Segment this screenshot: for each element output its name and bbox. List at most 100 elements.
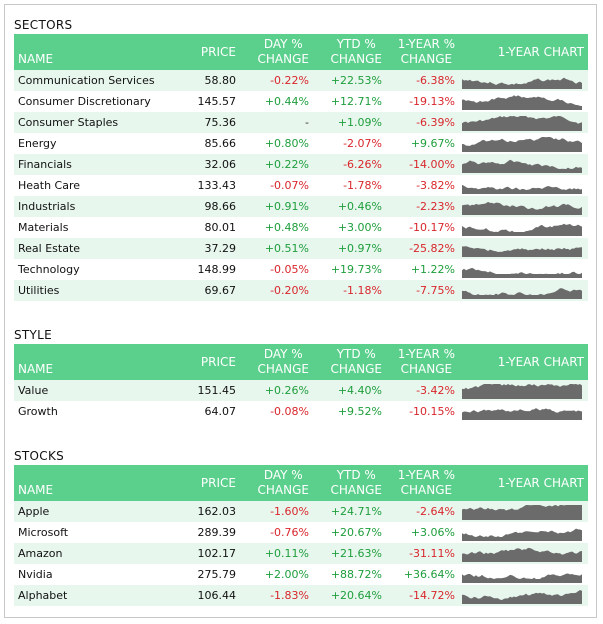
col-name: NAME — [18, 52, 54, 66]
col-ytd: YTD % CHANGE — [330, 347, 382, 376]
row-day-change: +0.11% — [264, 547, 309, 560]
table-row[interactable]: Consumer Discretionary 145.57 +0.44% +12.71… — [14, 91, 588, 112]
sparkline-chart — [462, 240, 584, 257]
row-name[interactable]: Nvidia — [18, 568, 53, 581]
row-ytd-change: +88.72% — [330, 568, 382, 581]
row-ytd-change: +19.73% — [330, 263, 382, 276]
sparkline-chart — [462, 382, 584, 399]
col-price: PRICE — [200, 476, 236, 490]
col-day: DAY % CHANGE — [257, 347, 309, 376]
row-name[interactable]: Heath Care — [18, 179, 81, 192]
sparkline-chart — [462, 198, 584, 215]
sparkline-chart — [462, 93, 584, 110]
row-name[interactable]: Real Estate — [18, 242, 81, 255]
row-1yr-change: -10.17% — [409, 221, 455, 234]
row-price: 148.99 — [197, 263, 237, 276]
table-row[interactable]: Materials 80.01 +0.48% +3.00% -10.17% — [14, 217, 588, 238]
col-day: DAY % CHANGE — [257, 37, 309, 66]
row-ytd-change: -2.07% — [343, 137, 382, 150]
row-ytd-change: -1.78% — [343, 179, 382, 192]
row-day-change: - — [305, 116, 309, 129]
row-day-change: -0.20% — [270, 284, 309, 297]
sparkline-chart — [462, 524, 584, 541]
row-1yr-change: -2.64% — [416, 505, 455, 518]
table-row[interactable]: Real Estate 37.29 +0.51% +0.97% -25.82% — [14, 238, 588, 259]
row-day-change: +0.91% — [264, 200, 309, 213]
row-1yr-change: -31.11% — [409, 547, 455, 560]
row-1yr-change: -7.75% — [416, 284, 455, 297]
row-name[interactable]: Amazon — [18, 547, 63, 560]
col-1yr: 1-YEAR % CHANGE — [397, 468, 455, 497]
table-row[interactable]: Apple 162.03 -1.60% +24.71% -2.64% — [14, 501, 588, 522]
row-1yr-change: -3.82% — [416, 179, 455, 192]
sparkline-chart — [462, 135, 584, 152]
table-row[interactable]: Alphabet 106.44 -1.83% +20.64% -14.72% — [14, 585, 588, 606]
row-price: 37.29 — [204, 242, 237, 255]
row-1yr-change: -6.38% — [416, 74, 455, 87]
row-price: 64.07 — [204, 405, 237, 418]
row-name[interactable]: Consumer Discretionary — [18, 95, 151, 108]
table-row[interactable]: Energy 85.66 +0.80% -2.07% +9.67% — [14, 133, 588, 154]
row-day-change: +0.26% — [264, 384, 309, 397]
table-row[interactable]: Microsoft 289.39 -0.76% +20.67% +3.06% — [14, 522, 588, 543]
row-name[interactable]: Microsoft — [18, 526, 69, 539]
sparkline-chart — [462, 587, 584, 604]
table-row[interactable]: Financials 32.06 +0.22% -6.26% -14.00% — [14, 154, 588, 175]
row-name[interactable]: Materials — [18, 221, 69, 234]
row-ytd-change: +3.00% — [337, 221, 382, 234]
row-ytd-change: +20.67% — [330, 526, 382, 539]
row-1yr-change: -10.15% — [409, 405, 455, 418]
col-ytd: YTD % CHANGE — [330, 37, 382, 66]
table-body: Communication Services 58.80 -0.22% +22.53%… — [14, 70, 588, 301]
table-row[interactable]: Amazon 102.17 +0.11% +21.63% -31.11% — [14, 543, 588, 564]
table-row[interactable]: Growth 64.07 -0.08% +9.52% -10.15% — [14, 401, 588, 422]
row-name[interactable]: Communication Services — [18, 74, 155, 87]
table-row[interactable]: Industrials 98.66 +0.91% +0.46% -2.23% — [14, 196, 588, 217]
sparkline-chart — [462, 566, 584, 583]
market-table-frame — [4, 4, 597, 618]
col-ytd: YTD % CHANGE — [330, 468, 382, 497]
row-price: 75.36 — [204, 116, 237, 129]
row-price: 145.57 — [197, 95, 237, 108]
col-chart: 1-YEAR CHART — [497, 45, 584, 59]
col-name: NAME — [18, 362, 54, 376]
row-name[interactable]: Growth — [18, 405, 58, 418]
table-row[interactable]: Communication Services 58.80 -0.22% +22.53%… — [14, 70, 588, 91]
table-row[interactable]: Consumer Staples 75.36 - +1.09% -6.39% — [14, 112, 588, 133]
row-name[interactable]: Apple — [18, 505, 50, 518]
row-1yr-change: -2.23% — [416, 200, 455, 213]
section-style: STYLE NAME PRICE DAY % CHANGE YTD % CHANGE 1-YE… — [14, 326, 588, 422]
row-ytd-change: +9.52% — [337, 405, 382, 418]
table-row[interactable]: Value 151.45 +0.26% +4.40% -3.42% — [14, 380, 588, 401]
row-day-change: +0.22% — [264, 158, 309, 171]
table-header: NAME PRICE DAY % CHANGE YTD % CHANGE 1-YEAR % C… — [14, 465, 588, 501]
row-1yr-change: -19.13% — [409, 95, 455, 108]
row-name[interactable]: Consumer Staples — [18, 116, 119, 129]
table-row[interactable]: Nvidia 275.79 +2.00% +88.72% +36.64% — [14, 564, 588, 585]
row-ytd-change: -1.18% — [343, 284, 382, 297]
table-row[interactable]: Heath Care 133.43 -0.07% -1.78% -3.82% — [14, 175, 588, 196]
row-name[interactable]: Industrials — [18, 200, 76, 213]
table-row[interactable]: Technology 148.99 -0.05% +19.73% +1.22% — [14, 259, 588, 280]
row-day-change: -0.05% — [270, 263, 309, 276]
table-header: NAME PRICE DAY % CHANGE YTD % CHANGE 1-YEAR % C… — [14, 34, 588, 70]
col-day: DAY % CHANGE — [257, 468, 309, 497]
sparkline-chart — [462, 177, 584, 194]
row-price: 32.06 — [204, 158, 237, 171]
row-name[interactable]: Alphabet — [18, 589, 68, 602]
row-price: 289.39 — [197, 526, 237, 539]
row-name[interactable]: Financials — [18, 158, 72, 171]
row-name[interactable]: Technology — [18, 263, 80, 276]
row-name[interactable]: Energy — [18, 137, 57, 150]
row-1yr-change: +3.06% — [410, 526, 455, 539]
row-day-change: +0.51% — [264, 242, 309, 255]
section-title: SECTORS — [14, 18, 73, 32]
row-name[interactable]: Value — [18, 384, 49, 397]
table-body: Value 151.45 +0.26% +4.40% -3.42% Growth 64.07… — [14, 380, 588, 422]
row-1yr-change: -14.00% — [409, 158, 455, 171]
row-price: 58.80 — [204, 74, 237, 87]
row-1yr-change: -6.39% — [416, 116, 455, 129]
col-chart: 1-YEAR CHART — [497, 355, 584, 369]
row-name[interactable]: Utilities — [18, 284, 60, 297]
table-row[interactable]: Utilities 69.67 -0.20% -1.18% -7.75% — [14, 280, 588, 301]
